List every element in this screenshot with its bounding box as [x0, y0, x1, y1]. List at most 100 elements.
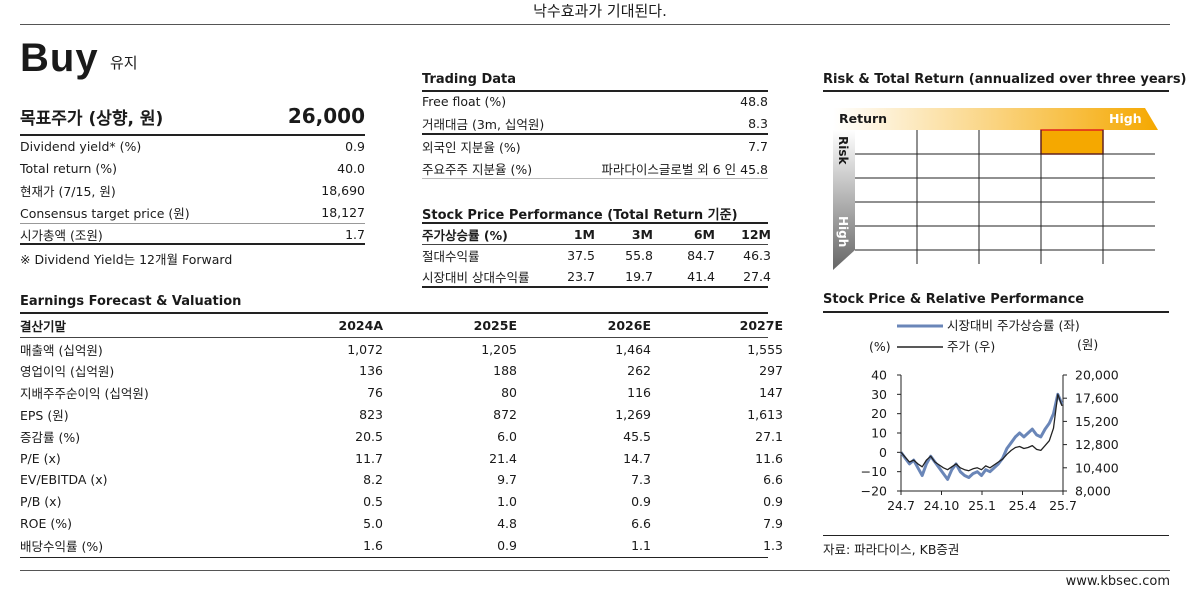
performance-header-cell: 1M [573, 226, 595, 242]
earnings-cell: 1,464 [615, 341, 651, 357]
divider [422, 133, 768, 135]
earnings-cell: 1,269 [615, 406, 651, 422]
earnings-cell: 1,555 [747, 341, 783, 357]
earnings-cell: 45.5 [623, 428, 651, 444]
earnings-cell: 76 [367, 385, 383, 401]
trading-row: 주요주주 지분율 (%) 파라다이스글로벌 외 6 인 45.8 [422, 158, 768, 178]
earnings-cell: 116 [627, 385, 651, 401]
x-tick-label: 25.1 [968, 498, 996, 513]
right-unit-label: (원) [1077, 337, 1098, 352]
performance-cell: 27.4 [743, 268, 771, 284]
performance-header-cell: 주가상승률 (%) [422, 227, 508, 243]
right-tick-label: 17,600 [1075, 391, 1119, 406]
left-tick-label: 20 [871, 406, 887, 421]
target-price-label: 목표주가 (상향, 원) [20, 108, 164, 129]
risk-title: Risk & Total Return (annualized over thr… [823, 72, 1187, 87]
performance-row: 시장대비 상대수익률 23.7 19.7 41.4 27.4 [422, 266, 771, 286]
legend-label: 시장대비 주가상승률 (좌) [947, 318, 1080, 333]
earnings-cell: 27.1 [755, 428, 783, 444]
x-tick-label: 24.10 [924, 498, 960, 513]
earnings-cell: 14.7 [623, 450, 651, 466]
earnings-cell: 0.5 [363, 494, 383, 510]
performance-cell: 절대수익률 [422, 248, 480, 264]
divider [422, 286, 768, 288]
divider [20, 134, 365, 136]
earnings-cell: 1.1 [631, 537, 651, 553]
earnings-row: P/E (x) 11.7 21.4 14.7 11.6 [20, 448, 783, 468]
earnings-cell: 823 [359, 406, 383, 422]
earnings-cell: 매출액 (십억원) [20, 342, 103, 358]
summary-row-label: Total return (%) [20, 160, 117, 176]
summary-row: 현재가 (7/15, 원) 18,690 [20, 180, 365, 200]
summary-row: Consensus target price (원) 18,127 [20, 202, 365, 222]
x-tick-label: 25.7 [1049, 498, 1077, 513]
trading-row-label: 거래대금 (3m, 십억원) [422, 116, 545, 132]
summary-row-value: 18,690 [321, 182, 365, 198]
earnings-cell: 1,613 [747, 406, 783, 422]
earnings-cell: 6.6 [631, 515, 651, 531]
trading-row: Free float (%) 48.8 [422, 91, 768, 111]
performance-header-cell: 12M [741, 226, 771, 242]
performance-header: 주가상승률 (%) 1M 3M 6M 12M [422, 224, 771, 244]
right-tick-label: 8,000 [1075, 484, 1111, 499]
trading-row-value: 48.8 [740, 93, 768, 109]
legend-label: 주가 (우) [947, 339, 995, 354]
performance-cell: 23.7 [567, 268, 595, 284]
risk-matrix: Return High Risk High [833, 108, 1158, 270]
earnings-cell: 262 [627, 363, 651, 379]
right-tick-label: 10,400 [1075, 460, 1119, 475]
earnings-header-cell: 2026E [607, 317, 651, 333]
left-tick-label: −10 [861, 464, 887, 479]
target-price-value: 26,000 [287, 104, 365, 128]
earnings-cell: ROE (%) [20, 515, 73, 531]
performance-cell: 19.7 [625, 268, 653, 284]
earnings-cell: 1.3 [763, 537, 783, 553]
divider [823, 311, 1169, 313]
earnings-header: 결산기말 2024A 2025E 2026E 2027E [20, 315, 783, 335]
price-line [900, 393, 1063, 472]
trading-data-title: Trading Data [422, 72, 517, 87]
header-text: 낙수효과가 기대된다. [533, 2, 667, 20]
trading-row-value: 7.7 [748, 138, 768, 154]
trading-row-label: Free float (%) [422, 93, 507, 109]
summary-row: Dividend yield* (%) 0.9 [20, 136, 365, 156]
summary-row-value: 18,127 [321, 204, 365, 220]
right-tick-label: 20,000 [1075, 368, 1119, 383]
earnings-header-cell: 2025E [473, 317, 517, 333]
earnings-cell: 80 [501, 385, 517, 401]
performance-cell: 시장대비 상대수익률 [422, 269, 530, 285]
divider [20, 243, 365, 245]
left-tick-label: 40 [871, 368, 887, 383]
divider [422, 90, 768, 92]
performance-cell: 55.8 [625, 247, 653, 263]
earnings-cell: 1,072 [347, 341, 383, 357]
earnings-cell: 9.7 [497, 472, 517, 488]
performance-cell: 37.5 [567, 247, 595, 263]
earnings-header-cell: 2024A [338, 317, 383, 333]
top-divider [20, 24, 1170, 25]
summary-row-value: 0.9 [345, 138, 365, 154]
summary-row: Total return (%) 40.0 [20, 158, 365, 178]
performance-header-cell: 3M [631, 226, 653, 242]
divider [422, 178, 768, 179]
earnings-cell: 188 [493, 363, 517, 379]
footer-url[interactable]: www.kbsec.com [1065, 574, 1170, 589]
divider [823, 535, 1169, 536]
performance-title: Stock Price Performance (Total Return 기준… [422, 208, 738, 223]
performance-header-cell: 6M [693, 226, 715, 242]
earnings-cell: 7.3 [631, 472, 651, 488]
divider [20, 557, 768, 558]
earnings-cell: 21.4 [489, 450, 517, 466]
performance-row: 절대수익률 37.5 55.8 84.7 46.3 [422, 245, 771, 265]
earnings-cell: 8.2 [363, 472, 383, 488]
footnote: ※ Dividend Yield는 12개월 Forward [20, 252, 233, 267]
earnings-row: 매출액 (십억원) 1,072 1,205 1,464 1,555 [20, 339, 783, 359]
earnings-cell: 136 [359, 363, 383, 379]
left-tick-label: 10 [871, 426, 887, 441]
earnings-cell: EV/EBITDA (x) [20, 472, 108, 488]
earnings-cell: 872 [493, 406, 517, 422]
bottom-divider [20, 570, 1170, 571]
earnings-cell: 1.0 [497, 494, 517, 510]
risk-gradient-bar [833, 130, 855, 270]
trading-row-label: 외국인 지분율 (%) [422, 139, 521, 155]
